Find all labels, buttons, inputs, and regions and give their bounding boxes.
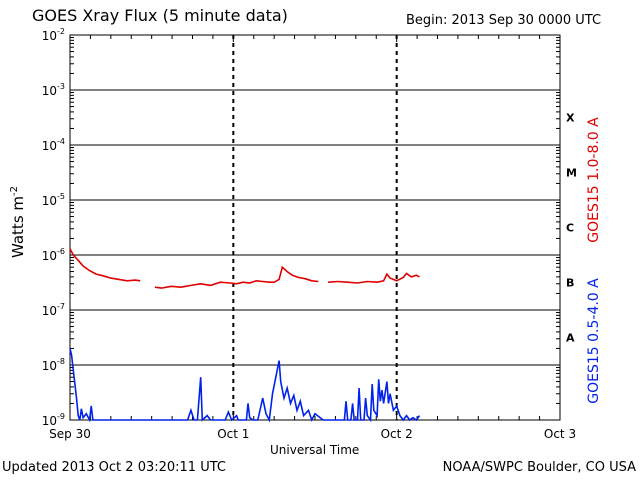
y-tick-label: 10-8 — [42, 357, 65, 373]
flare-class-label: A — [566, 332, 575, 345]
flare-class-label: B — [566, 277, 574, 290]
y-tick-label: 10-7 — [42, 302, 65, 318]
x-tick-label: Oct 1 — [217, 427, 249, 441]
flare-class-label: C — [566, 222, 574, 235]
y-tick-label: 10-3 — [42, 82, 65, 98]
chart-title: GOES Xray Flux (5 minute data) — [32, 6, 288, 25]
flare-class-label: M — [566, 167, 577, 180]
begin-time-label: Begin: 2013 Sep 30 0000 UTC — [406, 13, 602, 28]
updated-timestamp: Updated 2013 Oct 2 03:20:11 UTC — [2, 460, 226, 475]
series-line-1 — [69, 348, 421, 423]
y-tick-label: 10-2 — [42, 27, 65, 43]
x-axis-label: Universal Time — [270, 443, 360, 457]
x-tick-label: Oct 2 — [381, 427, 413, 441]
y-tick-label: 10-9 — [42, 412, 65, 428]
flare-class-label: X — [566, 112, 575, 125]
series-line-0 — [69, 248, 420, 289]
y-tick-label: 10-6 — [42, 247, 65, 263]
credit-label: NOAA/SWPC Boulder, CO USA — [442, 460, 636, 475]
x-tick-label: Oct 3 — [544, 427, 576, 441]
x-tick-label: Sep 30 — [49, 427, 91, 441]
plot-frame — [69, 34, 561, 421]
y-tick-label: 10-5 — [42, 192, 65, 208]
y-tick-label: 10-4 — [42, 137, 65, 153]
